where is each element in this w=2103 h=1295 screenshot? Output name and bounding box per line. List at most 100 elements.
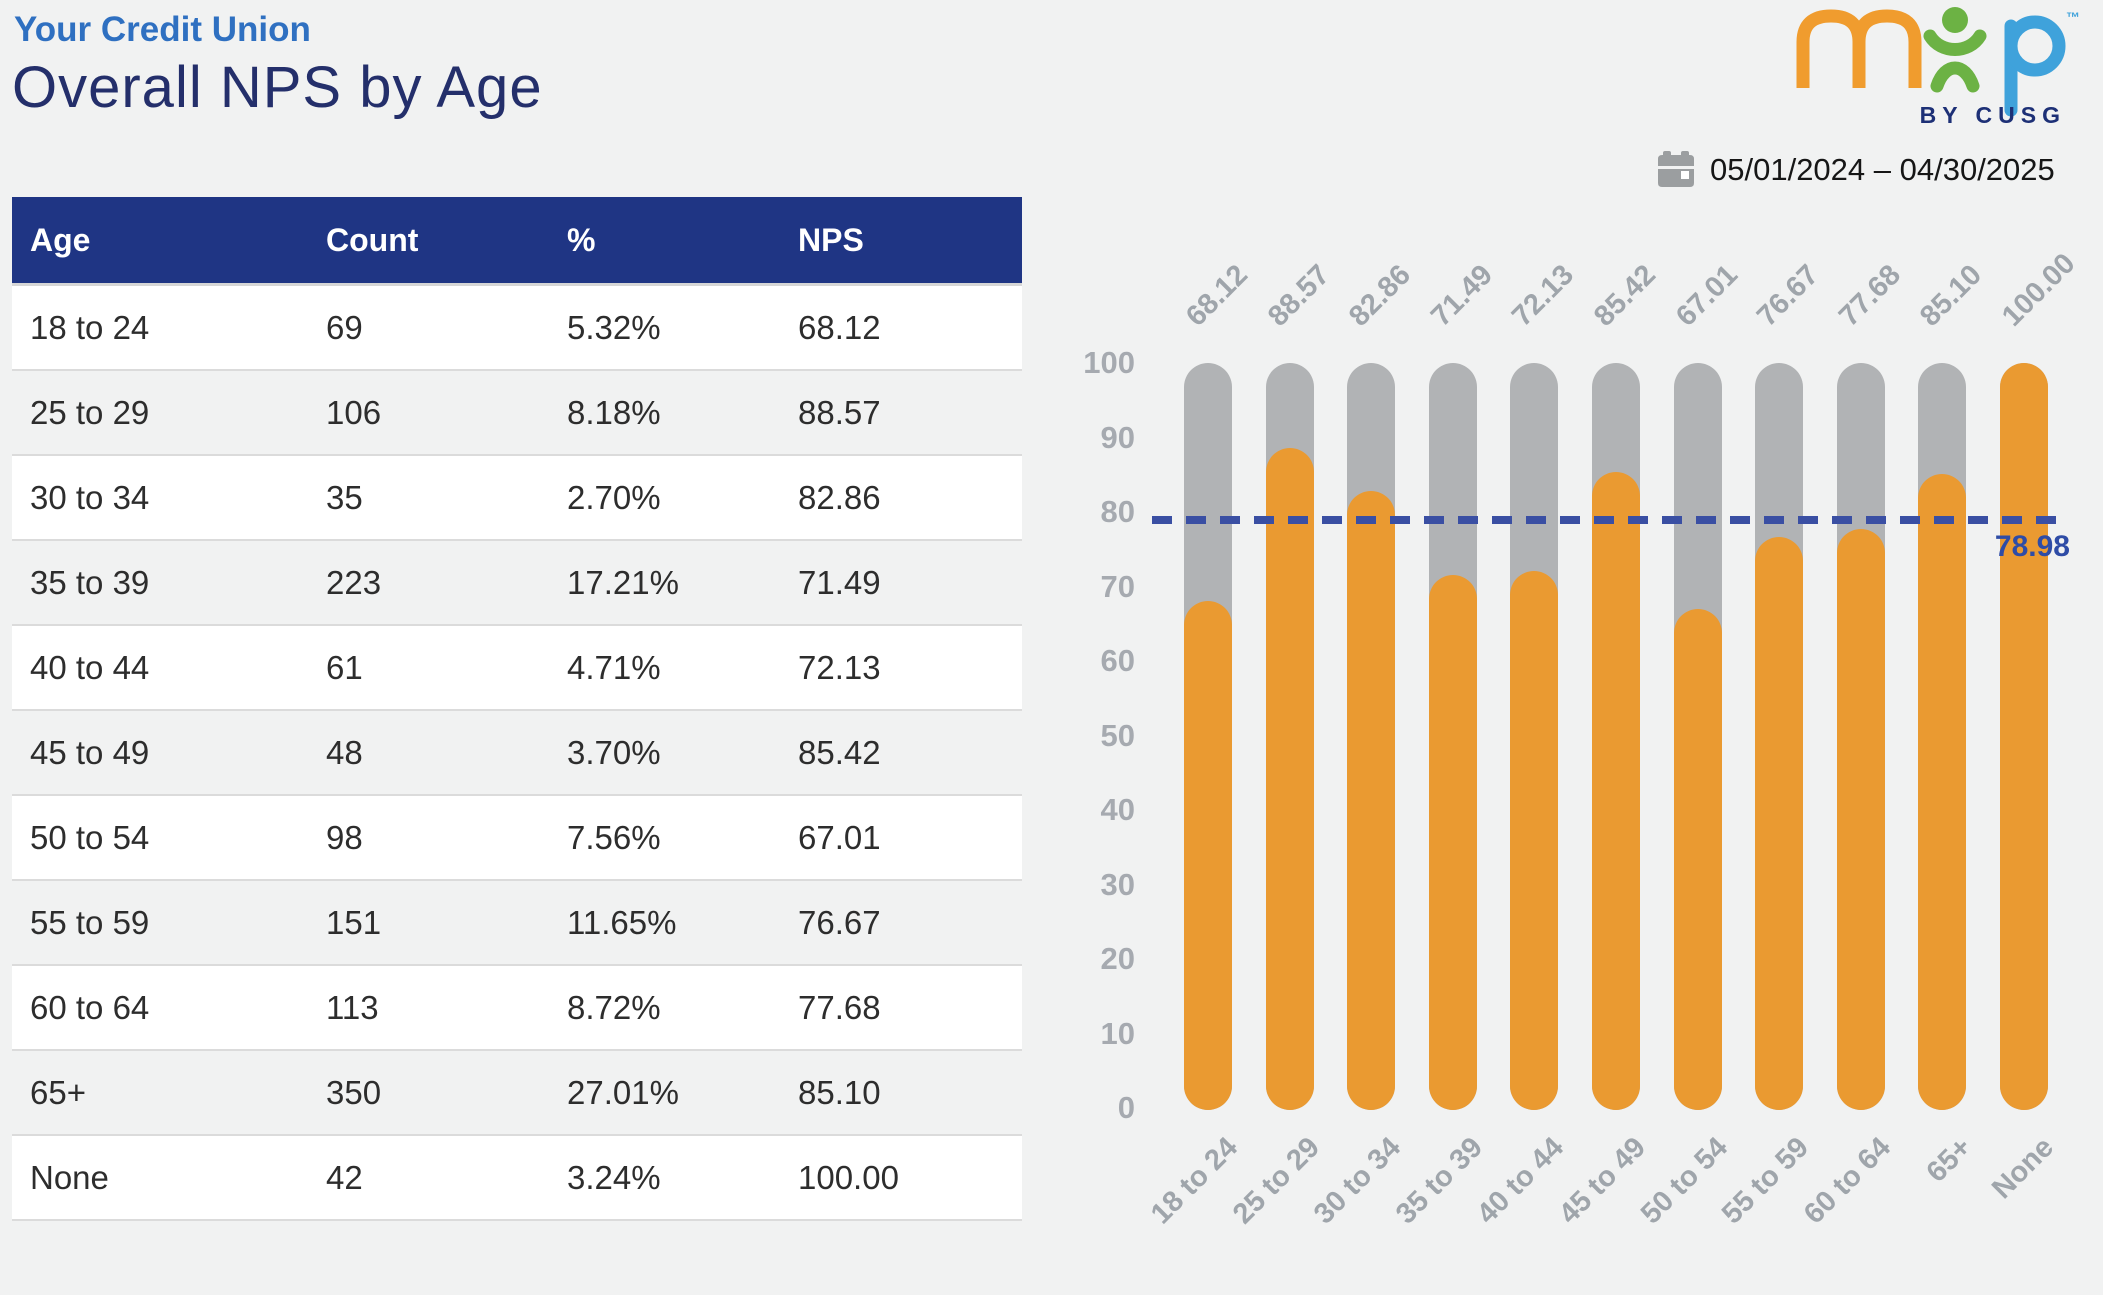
table-cell: 68.12	[798, 309, 881, 346]
table-cell: 40 to 44	[30, 649, 150, 686]
y-axis-tick-label: 80	[1100, 494, 1135, 529]
y-axis-tick-label: 90	[1100, 419, 1135, 455]
x-axis-category-label: 55 to 59	[1716, 1131, 1816, 1231]
table-cell: 3.24%	[567, 1159, 661, 1196]
table-cell: 113	[326, 989, 379, 1026]
table-cell: None	[30, 1159, 109, 1196]
x-axis-category-label: 45 to 49	[1552, 1131, 1652, 1231]
table-row: 55 to 59 151 11.65% 76.67	[12, 881, 1022, 966]
table-cell: 2.70%	[567, 479, 661, 516]
company-name: Your Credit Union	[14, 10, 311, 49]
table-row: 25 to 29 106 8.18% 88.57	[12, 371, 1022, 456]
bar-value-label: 85.10	[1914, 258, 1989, 333]
table-cell: 61	[326, 649, 363, 686]
date-range-picker[interactable]: 05/01/2024 – 04/30/2025	[1656, 150, 2055, 190]
table-cell: 69	[326, 309, 363, 346]
table-row: 30 to 34 35 2.70% 82.86	[12, 456, 1022, 541]
bar-value-fill[interactable]	[1755, 536, 1804, 1110]
table-cell: 35 to 39	[30, 564, 150, 601]
x-axis-category-label: None	[1986, 1131, 2060, 1206]
bar-value-fill[interactable]	[1428, 575, 1477, 1110]
table-cell: 223	[326, 564, 382, 601]
table-cell: 76.67	[798, 904, 881, 941]
table-cell: 3.70%	[567, 734, 661, 771]
bar-value-label: 100.00	[1996, 247, 2082, 333]
column-header-nps: NPS	[798, 222, 864, 258]
x-axis-category-label: 35 to 39	[1389, 1131, 1489, 1231]
x-axis-category-label: 30 to 34	[1308, 1131, 1408, 1231]
bar-value-fill[interactable]	[1510, 570, 1559, 1110]
logo-tm: ™	[2066, 9, 2080, 25]
table-cell: 11.65%	[567, 904, 677, 941]
date-range-label: 05/01/2024 – 04/30/2025	[1710, 152, 2055, 187]
table-cell: 8.18%	[567, 394, 661, 431]
bar-value-fill[interactable]	[1265, 448, 1314, 1110]
table-cell: 151	[326, 904, 382, 941]
bar-value-label: 72.13	[1506, 258, 1581, 333]
table-cell: 25 to 29	[30, 394, 150, 431]
bar-value-fill[interactable]	[2000, 363, 2048, 1110]
logo-person-legs	[1930, 61, 1980, 93]
logo-p-bowl	[2004, 15, 2066, 77]
table-body: 18 to 24 69 5.32% 68.12 25 to 29 106 8.18% 88.5…	[12, 286, 1022, 1221]
bar-value-label: 85.42	[1588, 258, 1663, 333]
table-cell: 8.72%	[567, 989, 661, 1026]
table-cell: 71.49	[798, 564, 881, 601]
bar-value-fill[interactable]	[1918, 474, 1967, 1110]
table-cell: 67.01	[798, 819, 881, 856]
calendar-icon	[1658, 151, 1694, 187]
x-axis-category-label: 50 to 54	[1634, 1131, 1734, 1231]
bar-value-fill[interactable]	[1184, 600, 1232, 1110]
table-cell: 60 to 64	[30, 989, 150, 1026]
x-axis-category-label: 25 to 29	[1226, 1131, 1326, 1231]
table-row: 18 to 24 69 5.32% 68.12	[12, 286, 1022, 371]
y-axis-tick-label: 50	[1100, 717, 1135, 753]
column-header-age: Age	[30, 222, 91, 258]
table-cell: 55 to 59	[30, 904, 150, 941]
bar-value-label: 71.49	[1424, 258, 1499, 333]
table-cell: 48	[326, 734, 363, 771]
table-cell: 98	[326, 819, 363, 856]
table-row: 50 to 54 98 7.56% 67.01	[12, 796, 1022, 881]
y-axis-tick-label: 20	[1100, 941, 1135, 976]
table-cell: 4.71%	[567, 649, 661, 686]
table-cell: 85.10	[798, 1074, 881, 1111]
table-cell: 5.32%	[567, 309, 661, 346]
mxp-logo: ™	[1795, 6, 2080, 131]
bar-value-label: 68.12	[1180, 258, 1255, 333]
table-cell: 17.21%	[567, 564, 679, 601]
table-row: 40 to 44 61 4.71% 72.13	[12, 626, 1022, 711]
bar-value-fill[interactable]	[1836, 529, 1885, 1110]
logo-byline: BY CUSG	[1919, 102, 2066, 128]
table-cell: 77.68	[798, 989, 881, 1026]
table-row: 60 to 64 113 8.72% 77.68	[12, 966, 1022, 1051]
page-title: Overall NPS by Age	[12, 55, 543, 120]
table-cell: 100.00	[798, 1159, 899, 1196]
table-cell: 50 to 54	[30, 819, 150, 856]
table-cell: 30 to 34	[30, 479, 150, 516]
logo-m-shape	[1796, 9, 1922, 88]
x-axis-category-label: 40 to 44	[1471, 1131, 1571, 1231]
bar-value-fill[interactable]	[1673, 608, 1722, 1110]
bar-value-fill[interactable]	[1347, 490, 1396, 1110]
table-header-row: Age Count % NPS	[12, 197, 1022, 286]
nps-table: Age Count % NPS 18 to 24 69 5.32% 68.12 25 t…	[12, 197, 1022, 1221]
y-axis-tick-label: 30	[1100, 866, 1135, 902]
y-axis-tick-label: 0	[1117, 1090, 1135, 1125]
table-cell: 85.42	[798, 734, 881, 771]
bar-value-fill[interactable]	[1592, 471, 1640, 1110]
table-cell: 18 to 24	[30, 309, 150, 346]
y-axis-tick-label: 10	[1100, 1015, 1135, 1051]
table-row: 35 to 39 223 17.21% 71.49	[12, 541, 1022, 626]
table-cell: 35	[326, 479, 363, 516]
bar-value-label: 82.86	[1343, 258, 1418, 333]
column-header-pct: %	[567, 222, 596, 258]
table-cell: 106	[326, 394, 382, 431]
table-cell: 88.57	[798, 394, 881, 431]
x-axis-category-label: 60 to 64	[1797, 1131, 1897, 1231]
table-row: 65+ 350 27.01% 85.10	[12, 1051, 1022, 1136]
mxp-logo-mark: ™	[1796, 7, 2080, 117]
table-cell: 27.01%	[567, 1074, 679, 1111]
y-axis-tick-label: 60	[1100, 643, 1135, 678]
bar-value-label: 76.67	[1751, 258, 1826, 333]
